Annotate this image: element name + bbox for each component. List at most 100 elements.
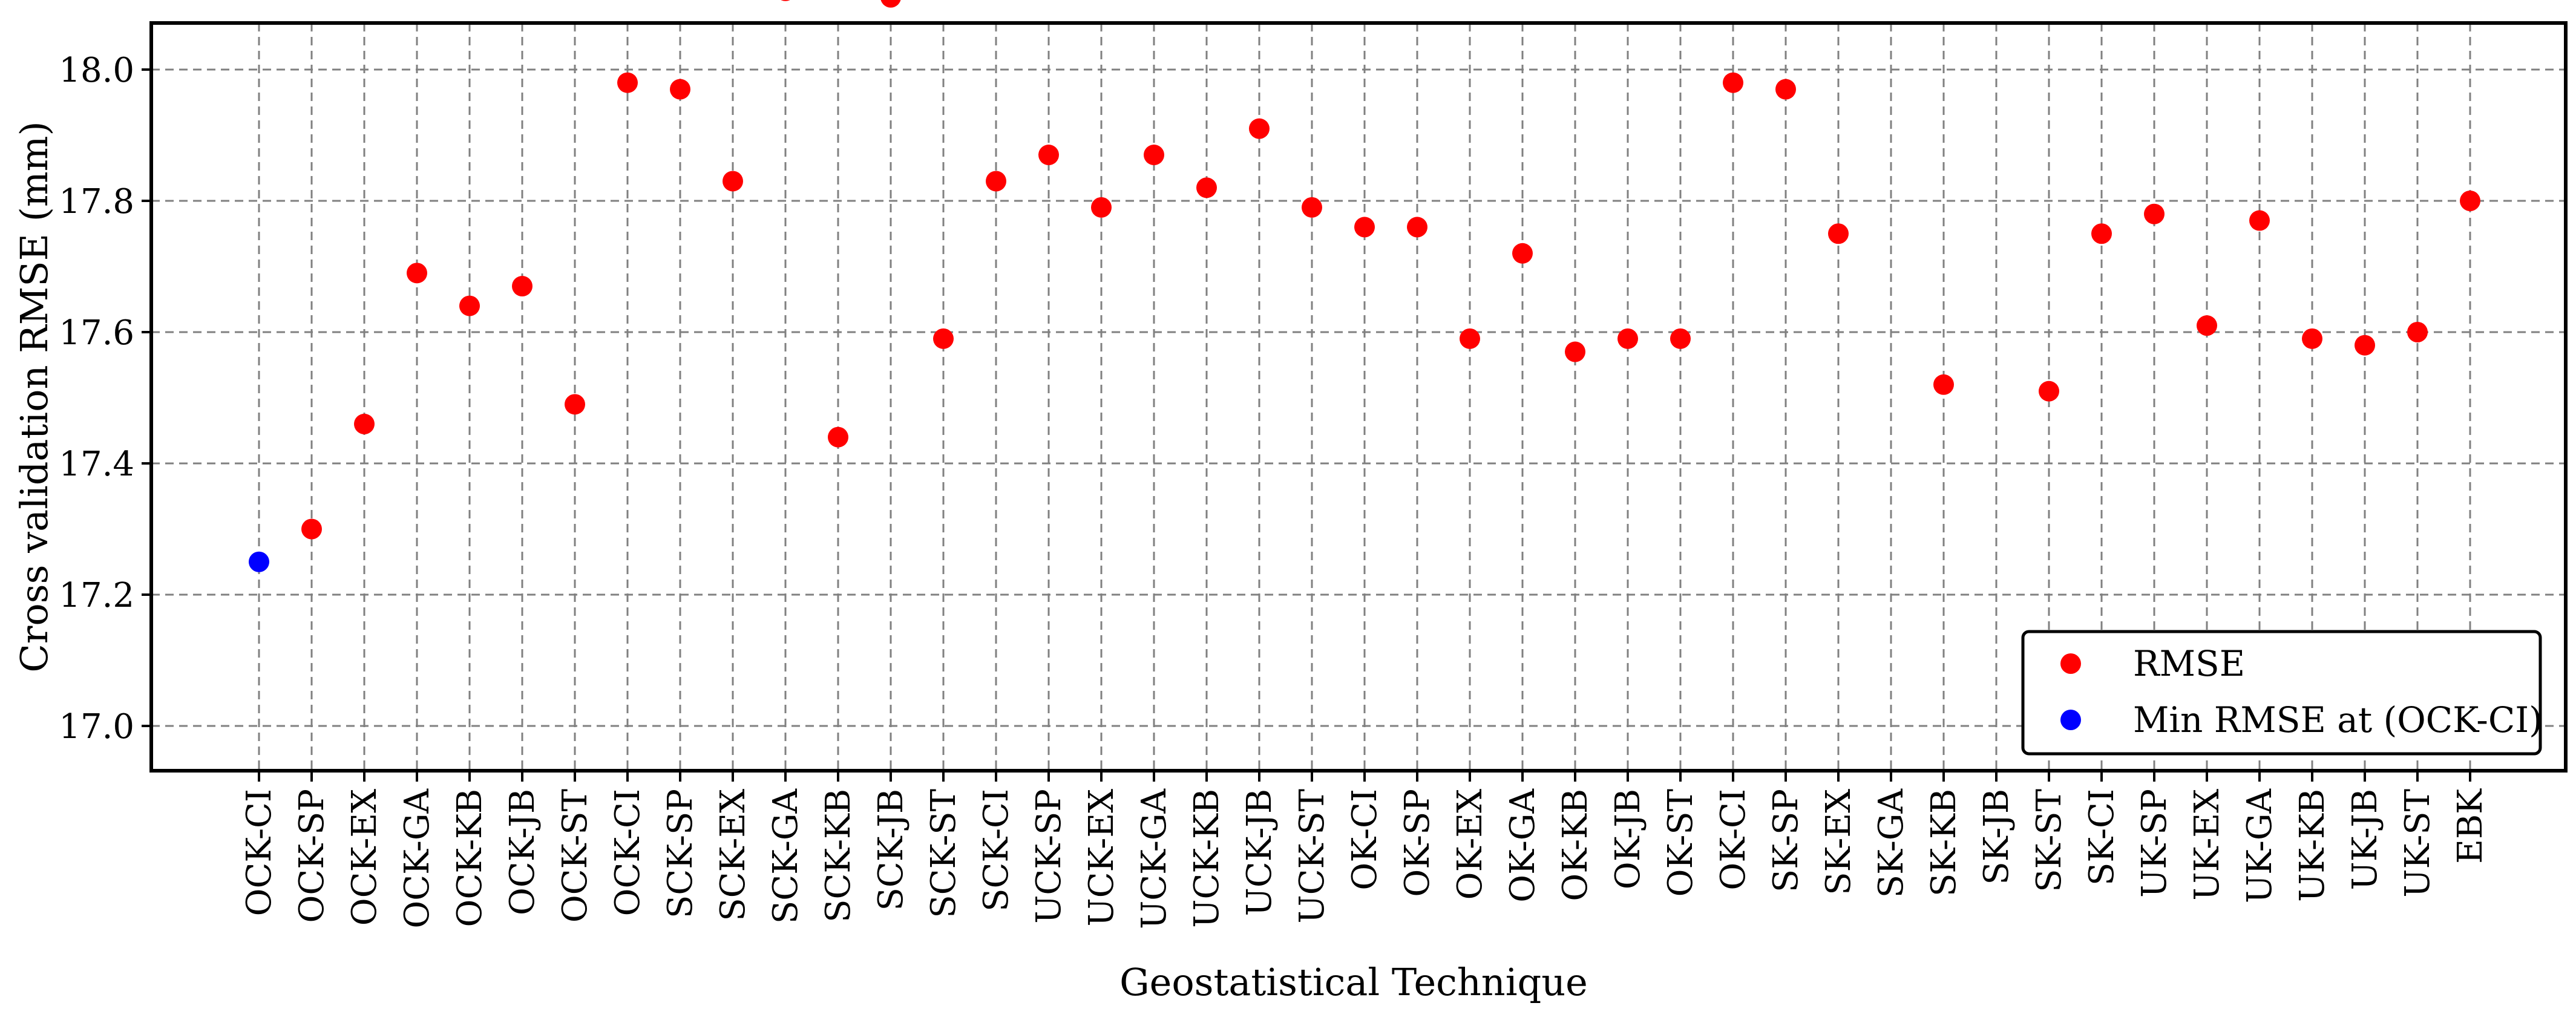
rmse-point [2249,210,2270,231]
x-tick-label: SCK-SP [661,789,700,918]
rmse-point [1302,197,1322,218]
rmse-point [2197,315,2217,336]
x-tick-label: OCK-GA [398,788,437,928]
rmse-point [1828,223,1849,244]
x-tick-label: OCK-CI [240,789,279,916]
y-tick-label: 17.8 [59,182,134,221]
plot-frame [149,21,2568,773]
x-tick-label: SCK-CI [977,789,1016,912]
x-tick-label: SK-KB [1924,789,1964,897]
rmse-point [828,426,848,448]
y-tick-label: 17.2 [59,576,134,615]
x-tick-label: UK-GA [2240,788,2279,903]
x-tick-label: UK-ST [2398,789,2437,898]
x-tick-label: UK-EX [2188,789,2227,901]
legend-label-rmse: RMSE [2133,643,2245,684]
y-tick-label: 17.0 [59,707,134,747]
x-tick-label: OK-GA [1503,788,1542,902]
rmse-point [1038,145,1059,166]
rmse-point [1723,72,1743,93]
rmse-point [1617,328,1638,349]
rmse-point [565,394,585,415]
x-tick-label: UCK-ST [1293,789,1332,923]
legend: RMSE Min RMSE at (OCK-CI) [2021,630,2543,756]
x-tick-label: OCK-CI [608,789,647,916]
x-tick-label: OK-ST [1661,789,1700,897]
rmse-point [2039,381,2059,402]
rmse-point [2302,328,2322,349]
legend-box [2021,630,2542,756]
rmse-point [1670,328,1691,349]
x-tick-label: OCK-ST [556,789,595,923]
x-tick-label: SK-CI [2082,789,2122,886]
rmse-point [1407,217,1427,238]
x-tick-label: UCK-SP [1029,789,1069,924]
rmse-point [1091,197,1112,218]
x-axis-ticks: OCK-CI OCK-SP OCK-EX OCK-GA OCK-KB OCK-JB OCK-… [240,771,2490,929]
rmse-point [1565,341,1585,362]
y-tick-label: 18.0 [59,51,134,90]
rmse-point [2144,203,2165,224]
x-tick-label: SCK-ST [924,789,963,918]
x-tick-label: UCK-GA [1135,788,1174,929]
rmse-point [1249,118,1270,139]
rmse-point [1775,79,1796,100]
rmse-point [986,171,1006,192]
x-tick-label: OK-CI [1714,789,1753,890]
x-tick-label: SK-GA [1872,788,1911,898]
rmse-point [512,276,533,297]
rmse-point [670,79,690,100]
x-tick-label: UCK-EX [1082,789,1121,927]
data-points [249,0,2480,572]
rmse-point [1933,374,1954,395]
x-axis-title: Geostatistical Technique [1119,960,1588,1004]
x-tick-label: SCK-KB [819,789,858,923]
legend-label-min: Min RMSE at (OCK-CI) [2133,699,2543,740]
y-tick-label: 17.6 [59,313,134,353]
x-tick-label: UK-KB [2293,789,2332,902]
rmse-point [2460,191,2480,211]
x-tick-label: OCK-EX [345,789,384,926]
y-axis-title: Cross validation RMSE (mm) [12,121,56,672]
x-tick-label: OCK-JB [503,789,542,915]
rmse-point [2407,322,2428,342]
x-tick-label: UK-SP [2135,789,2174,898]
y-axis-ticks: 17.017.217.417.617.818.018.218.4 [59,51,151,747]
legend-marker-min [2060,710,2081,730]
x-tick-label: SK-ST [2030,789,2069,892]
rmse-point [1196,177,1217,198]
x-tick-label: OCK-SP [292,789,332,923]
rmse-point [723,171,743,192]
rmse-point [407,263,427,284]
x-tick-label: OK-JB [1608,789,1648,889]
x-tick-label: SCK-GA [766,788,805,924]
rmse-point [459,295,480,316]
x-tick-label: SK-SP [1766,789,1806,892]
x-tick-label: EBK [2451,788,2490,864]
x-tick-label: OCK-KB [450,789,490,927]
rmse-point [880,0,901,8]
x-tick-label: OK-EX [1450,789,1490,900]
rmse-point [1354,217,1375,238]
rmse-point [1460,328,1480,349]
x-tick-label: OK-KB [1556,789,1595,901]
rmse-point [933,328,954,349]
x-tick-label: OK-CI [1345,789,1385,890]
x-tick-label: SK-JB [1977,789,2016,885]
rmse-point [1512,243,1533,264]
x-tick-label: SCK-JB [871,789,911,911]
x-tick-label: SCK-EX [713,789,753,921]
x-tick-label: UCK-JB [1240,789,1279,916]
rmse-point [617,72,638,93]
rmse-point [2091,223,2112,244]
y-tick-label: 17.4 [59,445,134,484]
x-tick-label: SK-EX [1819,789,1858,895]
rmse-point [1144,145,1164,166]
min-rmse-point [249,551,269,572]
rmse-point [2355,335,2375,356]
rmse-point [354,413,375,434]
rmse-point [781,0,790,1]
rmse-point [301,518,322,540]
x-tick-label: UCK-KB [1187,789,1227,928]
